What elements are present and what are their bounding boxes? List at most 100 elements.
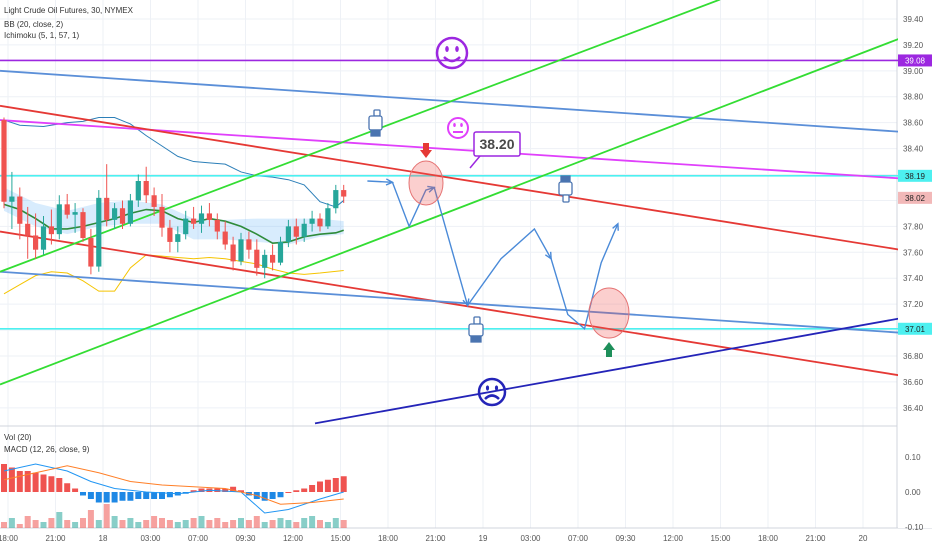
volume-bar (238, 518, 244, 528)
neutral-face-icon (447, 117, 469, 139)
candle-body (325, 208, 331, 227)
ichimoku-baseline (3, 203, 344, 245)
candle-body (119, 208, 126, 224)
vol-legend: Vol (20) (4, 433, 32, 442)
price-tick-label: 37.60 (903, 248, 924, 257)
macd-panel (1, 463, 347, 514)
macd-histogram-bar (1, 464, 7, 492)
volume-bar (72, 522, 79, 528)
volume-bar (222, 522, 229, 528)
price-tick-label: 36.40 (903, 404, 924, 413)
candle-body (222, 231, 228, 245)
trend-line-navy-trend (314, 317, 901, 425)
grid (0, 0, 932, 529)
macd-histogram-bar (261, 492, 268, 501)
volume-bar (119, 520, 126, 528)
projection-arrowhead (544, 251, 552, 261)
macd-histogram-bar (135, 492, 142, 499)
candle-body (1, 120, 7, 202)
price-tick-label: 37.20 (903, 300, 924, 309)
time-tick-label: 12:00 (663, 534, 684, 543)
volume-bar (277, 518, 284, 528)
time-tick-label: 18:00 (378, 534, 399, 543)
macd-histogram-bar (317, 481, 323, 492)
candle-body (238, 239, 244, 262)
projection-line (367, 180, 619, 331)
volume-bar (166, 520, 173, 528)
price-tick-label: 39.40 (903, 15, 924, 24)
macd-tick-label: 0.00 (905, 488, 921, 497)
sad-face-icon (477, 377, 507, 407)
trend-line-green-lower (0, 37, 901, 386)
macd-histogram-bar (293, 490, 300, 492)
volume-bar (230, 520, 237, 528)
bollinger-bands (3, 116, 345, 295)
price-tick-label: 37.80 (903, 222, 924, 231)
time-tick-label: 18:00 (0, 534, 19, 543)
bollinger-lower (3, 254, 344, 295)
trend-line-steel-lower (0, 270, 901, 334)
price-callout-label: 38.20 (479, 136, 514, 152)
macd-histogram-bar (32, 472, 39, 492)
macd-histogram-bar (127, 492, 134, 501)
macd-histogram-bar (324, 479, 331, 492)
price-tick-label: 36.80 (903, 352, 924, 361)
volume-bar (80, 518, 86, 528)
ichimoku-legend: Ichimoku (5, 1, 57, 1) (4, 31, 80, 40)
macd-histogram-bar (80, 492, 86, 496)
macd-histogram-bar (190, 490, 197, 492)
candle-body (175, 234, 181, 242)
pointing-hand-down-icon (558, 175, 573, 203)
candle-body (246, 239, 252, 250)
time-tick-label: 18:00 (758, 534, 779, 543)
volume-bar (87, 510, 94, 528)
macd-histogram-bar (159, 492, 165, 499)
candle-body (72, 212, 78, 215)
candle-body (301, 223, 307, 237)
time-tick-label: 20 (859, 534, 868, 543)
projection-arrowhead (462, 298, 470, 307)
volume-bar (16, 524, 23, 528)
macd-line (3, 463, 344, 514)
candle-body (214, 219, 220, 232)
volume-bar (64, 520, 71, 528)
candle-body (167, 227, 173, 242)
volume-bar (317, 520, 323, 528)
volume-bar (95, 520, 102, 528)
time-tick-label: 21:00 (805, 534, 826, 543)
volume-bar (214, 518, 221, 528)
price-badge (898, 191, 932, 204)
trend-line-red-lower (0, 230, 901, 377)
macd-histogram-bar (277, 492, 284, 498)
trend-line-red-upper (0, 104, 901, 251)
projection-path (367, 178, 619, 331)
volume-bar (301, 518, 308, 528)
price-badge (898, 322, 932, 335)
bb-legend: BB (20, close, 2) (4, 20, 64, 29)
volume-bar (135, 522, 142, 528)
arrow-up-icon (603, 342, 615, 357)
volume-bar (245, 520, 252, 528)
candle-body (270, 254, 276, 263)
trend-line-green-upper (0, 0, 721, 273)
candle-body (285, 226, 291, 242)
projection-arrowhead (385, 178, 395, 186)
volume-bar (151, 516, 158, 528)
volume-bar (253, 516, 260, 528)
macd-histogram-bar (340, 476, 347, 492)
macd-histogram-bar (119, 492, 126, 501)
projection-arrowhead (427, 185, 436, 193)
time-tick-label: 07:00 (568, 534, 589, 543)
volume-bar (56, 512, 63, 528)
chart-title: Light Crude Oil Futures, 30, NYMEX (4, 6, 133, 15)
candle-body (333, 190, 339, 209)
candle-body (33, 235, 39, 250)
time-tick-label: 15:00 (330, 534, 351, 543)
highlight-circle-bottom (588, 287, 630, 339)
price-tick-label: 36.60 (903, 378, 924, 387)
macd-histogram-bar (198, 488, 205, 492)
price-axis-bg (898, 0, 932, 528)
candle-body (80, 212, 86, 239)
volume-bar (111, 516, 118, 528)
candle-body (17, 196, 23, 224)
